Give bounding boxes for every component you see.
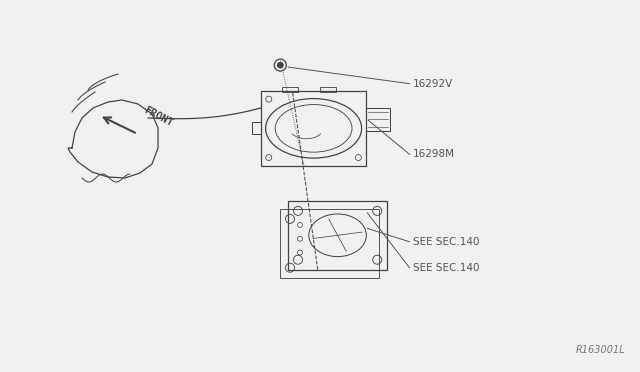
Text: SEE SEC.140: SEE SEC.140 <box>413 263 479 273</box>
Bar <box>367 108 390 131</box>
Text: FRONT: FRONT <box>143 105 175 129</box>
Bar <box>280 209 379 278</box>
Bar <box>252 122 261 134</box>
Bar <box>320 87 336 92</box>
Bar <box>282 87 298 92</box>
Circle shape <box>277 62 284 68</box>
Bar <box>261 91 367 166</box>
Bar <box>288 201 387 270</box>
Text: SEE SEC.140: SEE SEC.140 <box>413 237 479 247</box>
Text: 16292V: 16292V <box>413 79 453 89</box>
Text: 16298M: 16298M <box>413 150 454 159</box>
Text: R163001L: R163001L <box>575 345 625 355</box>
